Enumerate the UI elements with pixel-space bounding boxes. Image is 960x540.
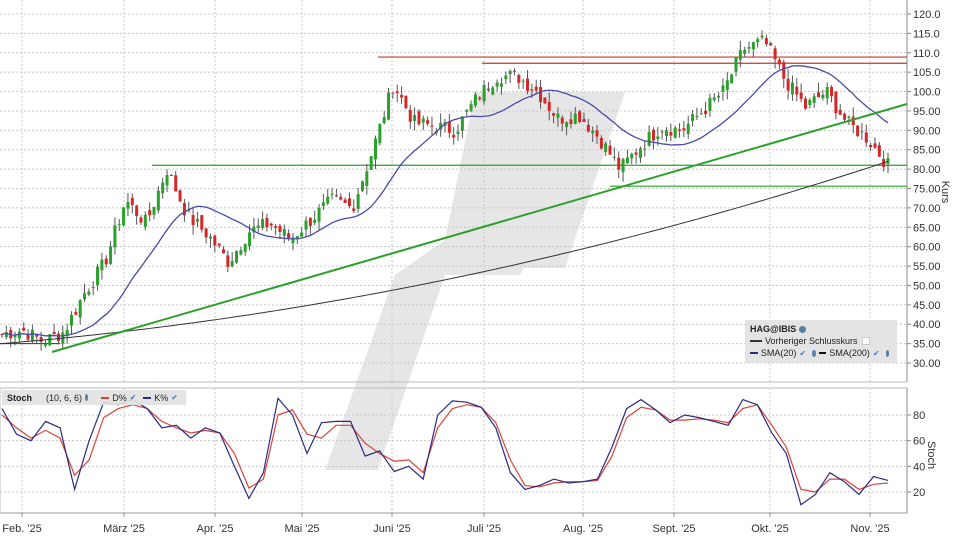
- sma20-check-icon[interactable]: ✔: [799, 348, 807, 358]
- svg-text:30.00: 30.00: [913, 358, 941, 370]
- svg-text:105.0: 105.0: [913, 67, 941, 79]
- sma200-check-icon[interactable]: ✔: [872, 348, 880, 358]
- svg-text:70.00: 70.00: [913, 203, 941, 215]
- price-panel: 120.0 115.0 110.0 105.0 100.0 95.00 90.00 85.00…: [0, 0, 951, 383]
- svg-text:Mai '25: Mai '25: [284, 523, 319, 535]
- svg-text:20: 20: [913, 487, 925, 499]
- svg-text:115.0: 115.0: [913, 28, 940, 40]
- legend-d: D%: [112, 392, 127, 403]
- sma200-swatch: [818, 352, 827, 354]
- svg-text:Okt. '25: Okt. '25: [751, 523, 789, 535]
- svg-text:60.00: 60.00: [913, 242, 941, 254]
- stoch-legend: Stoch (10, 6, 6) D% ✔ K% ✔: [2, 390, 186, 405]
- svg-text:85.00: 85.00: [913, 145, 941, 157]
- prev-close-swatch: [750, 340, 762, 342]
- svg-text:120.0: 120.0: [913, 9, 941, 21]
- legend-sma200: SMA(200): [829, 348, 870, 358]
- watermark-logo-icon: [325, 92, 625, 470]
- svg-text:110.0: 110.0: [913, 48, 940, 60]
- globe-icon[interactable]: [812, 349, 816, 357]
- legend-stoch-title: Stoch: [7, 392, 33, 403]
- svg-text:Juni '25: Juni '25: [373, 523, 411, 535]
- svg-text:35.00: 35.00: [913, 339, 941, 351]
- svg-text:65.00: 65.00: [913, 222, 941, 234]
- svg-text:40.00: 40.00: [913, 319, 941, 331]
- stoch-panel: 80 60 40 20 Stoch: [0, 387, 937, 514]
- k-swatch: [143, 396, 152, 399]
- sma20-swatch: [750, 352, 758, 354]
- svg-text:60: 60: [913, 436, 925, 448]
- svg-text:Juli '25: Juli '25: [467, 523, 501, 535]
- svg-text:100.0: 100.0: [913, 87, 941, 99]
- svg-text:55.00: 55.00: [913, 261, 941, 273]
- d-check-icon[interactable]: ✔: [129, 393, 137, 402]
- globe-icon[interactable]: [799, 325, 807, 333]
- svg-text:50.00: 50.00: [913, 280, 941, 292]
- price-legend: HAG@IBIS Vorheriger Schlusskurs SMA(20) ✔…: [745, 320, 897, 363]
- d-swatch: [101, 396, 110, 399]
- svg-text:80.00: 80.00: [913, 164, 941, 176]
- globe-icon[interactable]: [885, 349, 889, 357]
- legend-stoch-params: (10, 6, 6): [46, 392, 83, 403]
- prev-close-checkbox[interactable]: [861, 337, 870, 345]
- k-check-icon[interactable]: ✔: [171, 393, 178, 402]
- time-axis: Feb. '25 März '25 Apr. '25 Mai '25 Juni '25 J…: [0, 512, 907, 535]
- svg-text:40: 40: [913, 461, 925, 473]
- svg-text:Aug. '25: Aug. '25: [563, 523, 603, 535]
- legend-instrument: HAG@IBIS: [750, 324, 797, 334]
- globe-icon[interactable]: [85, 394, 89, 401]
- svg-text:Apr. '25: Apr. '25: [197, 523, 234, 535]
- svg-text:75.00: 75.00: [913, 184, 941, 196]
- svg-text:März '25: März '25: [103, 523, 145, 535]
- svg-text:Sept. '25: Sept. '25: [652, 523, 695, 535]
- svg-text:Feb. '25: Feb. '25: [2, 523, 41, 535]
- legend-sma20: SMA(20): [760, 348, 797, 358]
- price-axis-title: Kurs: [939, 181, 951, 204]
- svg-text:45.00: 45.00: [913, 300, 941, 312]
- svg-text:90.00: 90.00: [913, 125, 941, 137]
- svg-text:80: 80: [913, 410, 925, 422]
- legend-prev-close: Vorheriger Schlusskurs: [765, 336, 858, 346]
- trendline: [51, 103, 908, 353]
- legend-k: K%: [154, 392, 169, 403]
- svg-text:95.00: 95.00: [913, 106, 941, 118]
- svg-text:Nov. '25: Nov. '25: [850, 523, 889, 535]
- stoch-axis-title: Stoch: [925, 441, 937, 469]
